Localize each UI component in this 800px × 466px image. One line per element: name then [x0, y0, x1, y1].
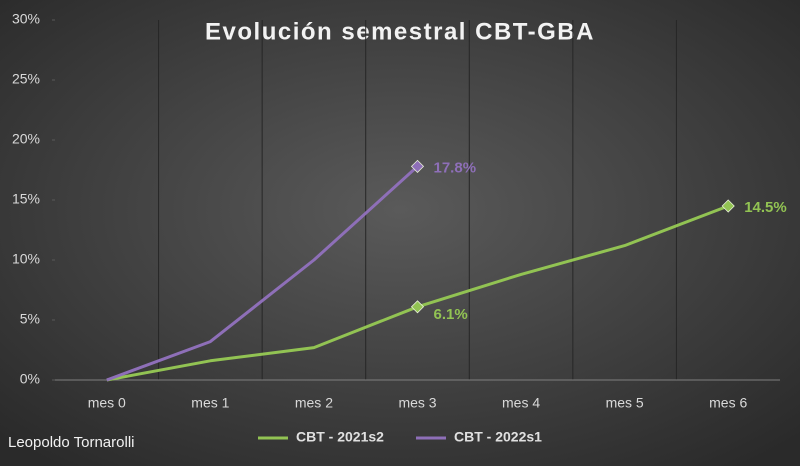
author: Leopoldo Tornarolli	[8, 434, 134, 451]
y-tick-label: 20%	[12, 131, 40, 147]
x-tick-label: mes 3	[398, 395, 436, 411]
point-marker	[721, 199, 735, 213]
y-tick-label: 0%	[20, 371, 40, 387]
y-tick-label: 15%	[12, 191, 40, 207]
x-tick-label: mes 0	[88, 395, 126, 411]
y-tick-label: 25%	[12, 71, 40, 87]
y-tick-label: 30%	[12, 11, 40, 27]
legend-label: CBT - 2022s1	[454, 429, 542, 445]
x-tick-label: mes 2	[295, 395, 333, 411]
x-tick-label: mes 6	[709, 395, 747, 411]
x-tick-label: mes 1	[191, 395, 229, 411]
data-label: 14.5%	[744, 199, 787, 216]
x-tick-label: mes 5	[606, 395, 644, 411]
y-tick-label: 5%	[20, 311, 40, 327]
point-marker	[410, 159, 425, 173]
chart-title: Evolución semestral CBT-GBA	[205, 18, 595, 45]
point-marker	[410, 300, 425, 314]
series-line	[106, 165, 419, 382]
y-tick-label: 10%	[12, 251, 40, 267]
data-label: 6.1%	[434, 306, 468, 323]
legend-label: CBT - 2021s2	[296, 429, 384, 445]
data-label: 17.8%	[434, 159, 477, 176]
x-tick-label: mes 4	[502, 395, 540, 411]
